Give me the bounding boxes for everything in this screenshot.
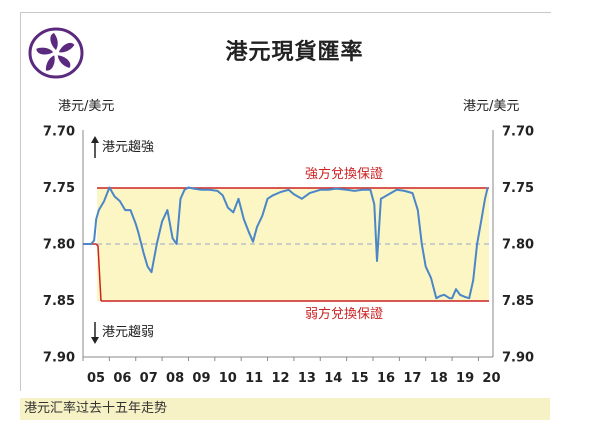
x-tick-label: 05 — [87, 371, 105, 386]
x-tick-label: 08 — [166, 371, 184, 386]
x-tick-label: 15 — [351, 371, 369, 386]
x-tick-label: 19 — [456, 371, 474, 386]
strengthening-annotation: 港元趨強 — [102, 140, 154, 155]
bauhinia-icon — [28, 27, 84, 79]
x-tick-label: 07 — [140, 371, 158, 386]
y-tick-label-right: 7.75 — [502, 181, 534, 196]
chart-caption: 港元汇率过去十五年走势 — [20, 398, 550, 420]
y-axis-label-right: 港元/美元 — [463, 99, 519, 114]
x-tick-label: 11 — [245, 371, 263, 386]
hkd-spot-rate-series-line — [83, 186, 489, 300]
y-tick-label-right: 7.85 — [502, 294, 534, 309]
x-tick-label: 17 — [403, 371, 421, 386]
chart-frame — [20, 12, 551, 391]
strengthening-arrowhead-icon — [91, 136, 99, 143]
weakening-arrowhead-icon — [91, 337, 99, 344]
x-tick-label: 10 — [219, 371, 237, 386]
x-tick-label: 14 — [324, 371, 342, 386]
y-tick-label-left: 7.80 — [43, 238, 75, 253]
y-tick-label-right: 7.80 — [502, 238, 534, 253]
x-tick-label: 09 — [192, 371, 210, 386]
y-axis-label-left: 港元/美元 — [58, 99, 114, 114]
y-tick-label-left: 7.70 — [43, 125, 75, 140]
chart-title: 港元現貨匯率 — [225, 40, 364, 65]
y-tick-label-left: 7.90 — [43, 351, 75, 366]
x-tick-label: 12 — [271, 371, 289, 386]
x-tick-label: 06 — [113, 371, 131, 386]
y-tick-label-right: 7.70 — [502, 125, 534, 140]
weakening-annotation: 港元趨弱 — [102, 325, 154, 340]
y-tick-label-left: 7.75 — [43, 181, 75, 196]
y-tick-label-left: 7.85 — [43, 294, 75, 309]
weak-side-label: 弱方兌換保證 — [305, 306, 383, 322]
x-tick-label: 20 — [482, 371, 500, 386]
x-tick-label: 16 — [377, 371, 395, 386]
strong-side-label: 強方兌換保證 — [305, 166, 383, 182]
x-tick-label: 13 — [298, 371, 316, 386]
x-tick-label: 18 — [430, 371, 448, 386]
y-tick-label-right: 7.90 — [502, 351, 534, 366]
